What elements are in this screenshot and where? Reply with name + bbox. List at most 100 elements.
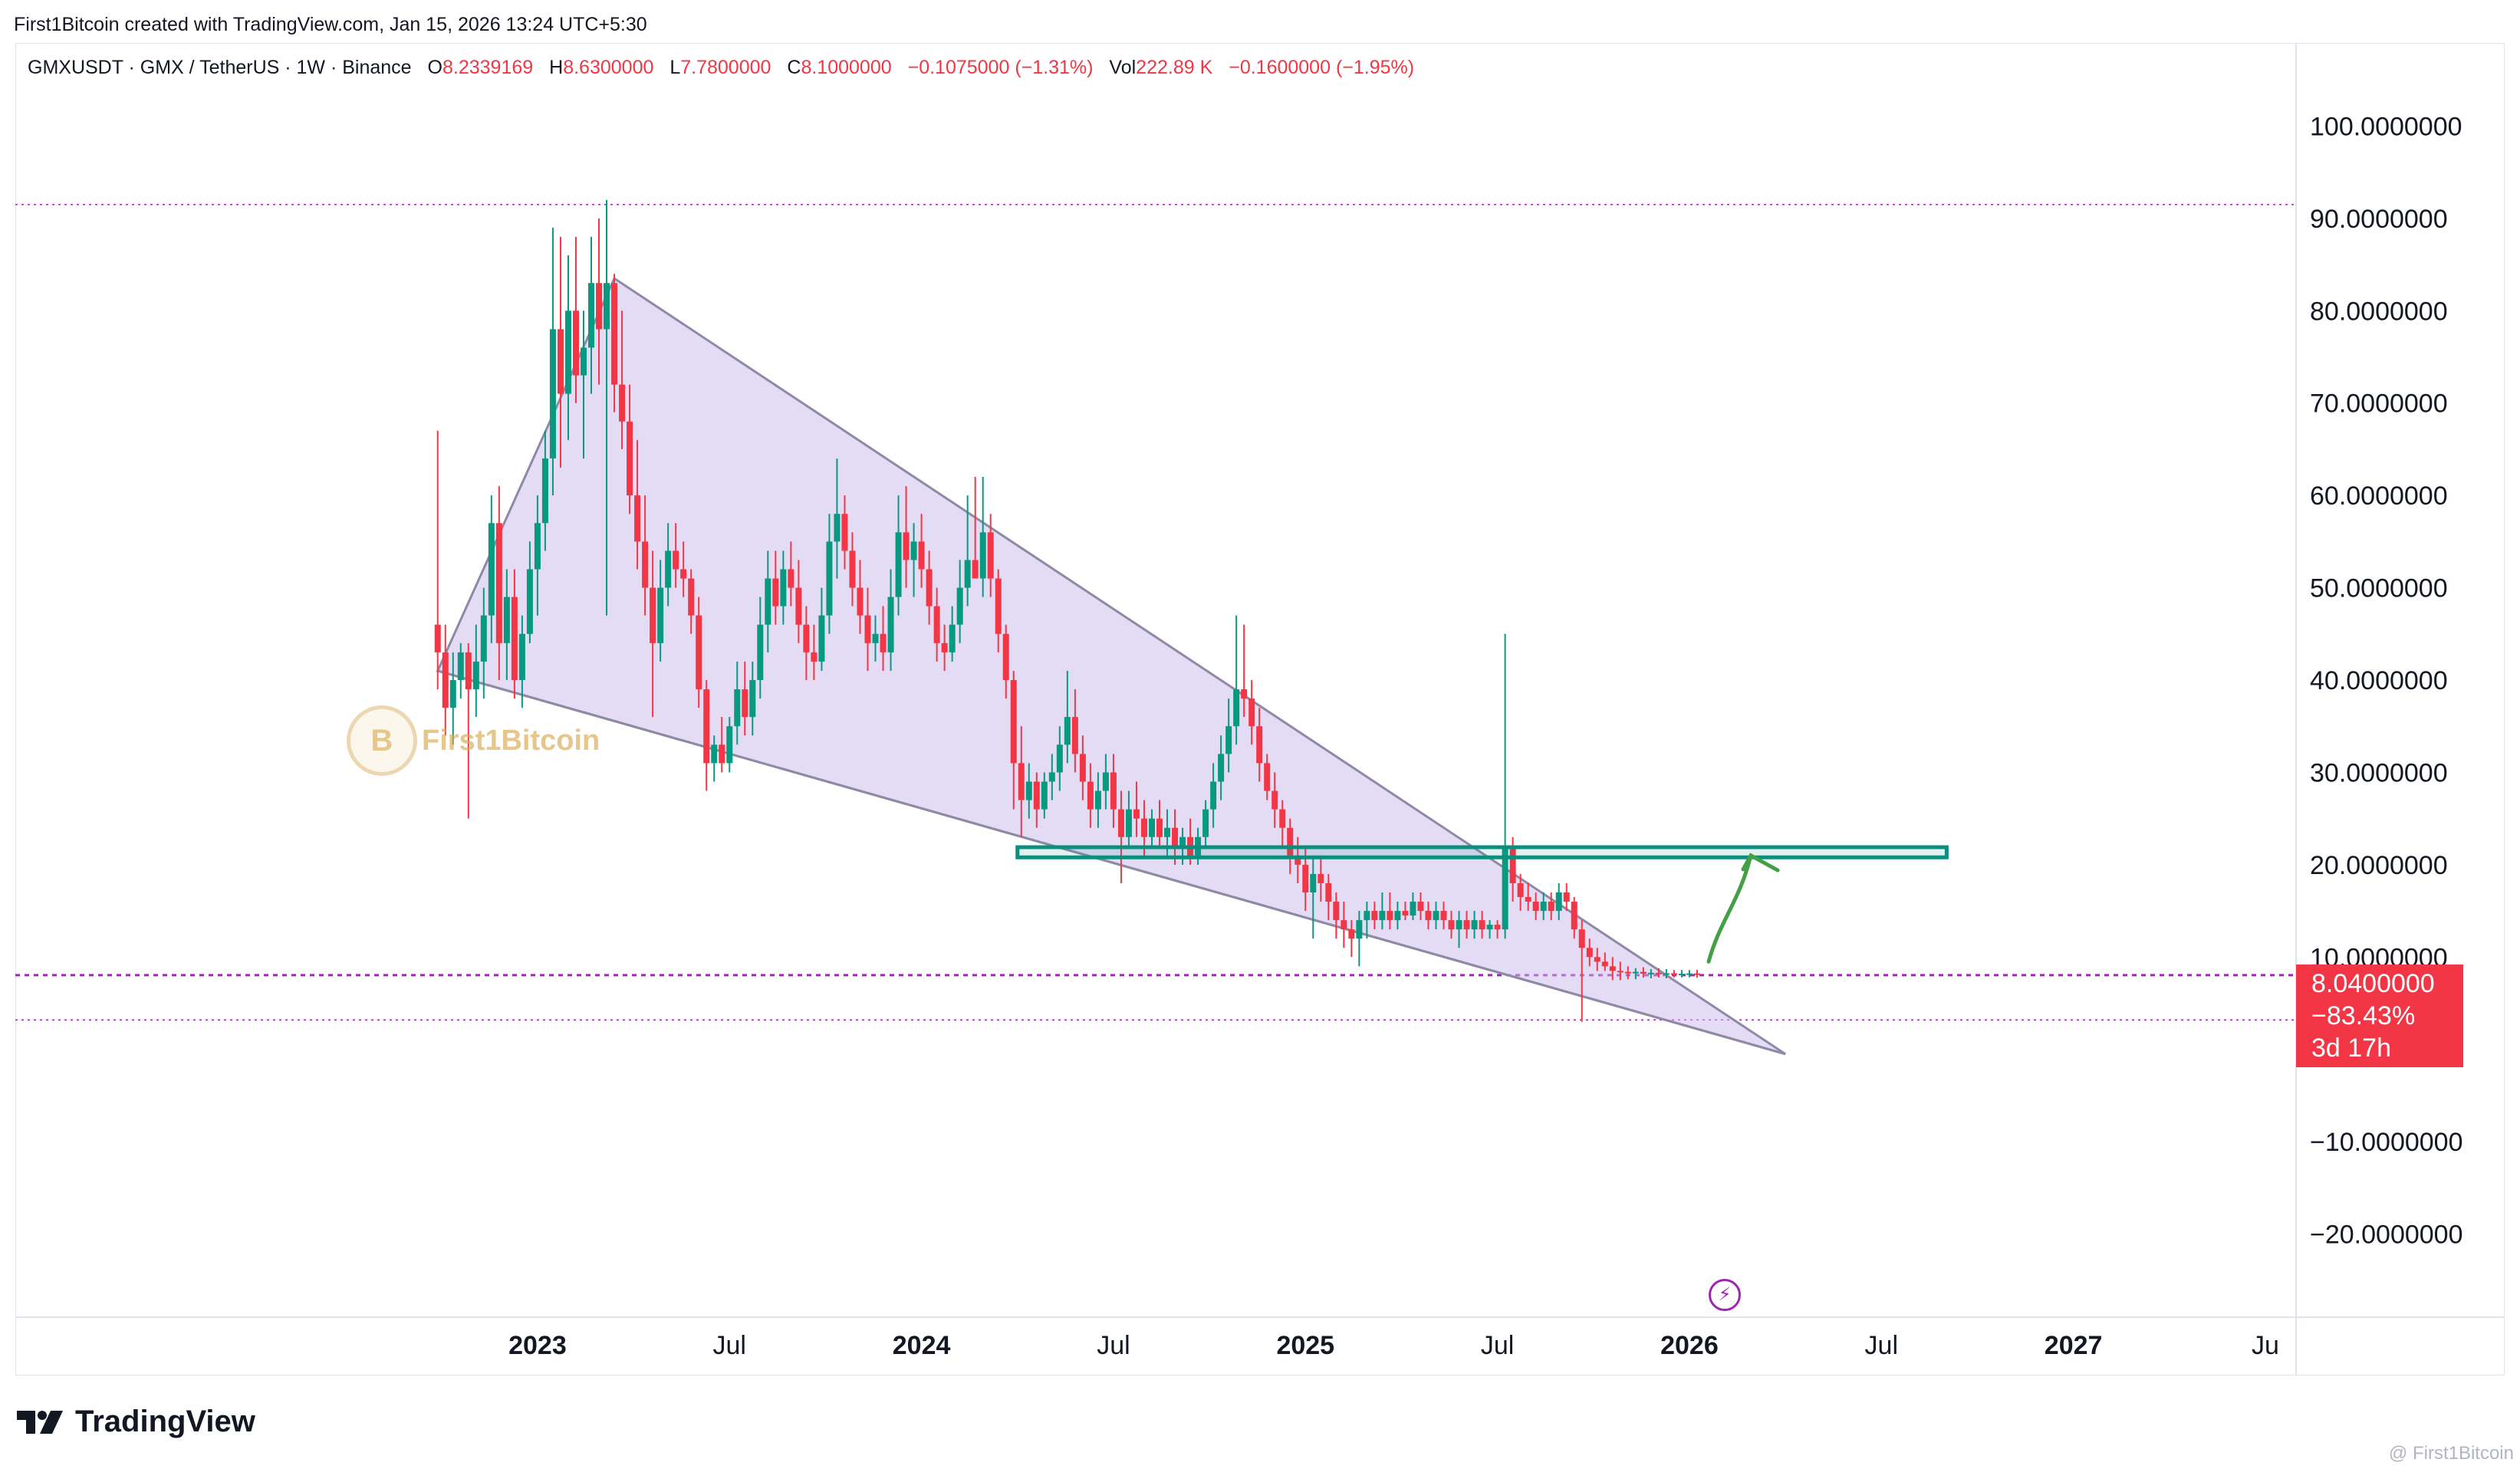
candle-body [472, 661, 479, 690]
candle-body [910, 541, 917, 560]
candle-body [1110, 772, 1117, 810]
legend-high-value: 8.6300000 [563, 57, 654, 78]
candle-body [518, 633, 525, 680]
candle-body [1148, 818, 1155, 837]
candle-body [596, 283, 603, 330]
candle-body [1486, 925, 1493, 930]
candle-body [1348, 929, 1355, 939]
candle-body [541, 458, 548, 524]
candle-body [857, 587, 864, 616]
candle-body [1133, 809, 1140, 819]
candle-body [903, 532, 910, 560]
candle-body [557, 329, 564, 394]
candle-body [1425, 911, 1432, 921]
candle-body [1125, 809, 1132, 837]
last-price-change: −83.43% [2311, 1001, 2416, 1030]
candle-body [465, 652, 472, 690]
candle-body [1394, 911, 1401, 921]
candle-body [1102, 772, 1109, 791]
candle-body [1225, 726, 1232, 754]
candle-body [1387, 911, 1393, 921]
candle-body [1624, 971, 1631, 974]
tradingview-brand[interactable]: TradingView [17, 1405, 255, 1439]
candle-body [627, 421, 633, 496]
candle-body [1417, 902, 1424, 912]
y-axis-tick-label: −20.0000000 [2310, 1221, 2462, 1250]
candle-body [1172, 827, 1179, 846]
x-axis-tick-label: Ju [2252, 1331, 2279, 1360]
candle-body [1094, 790, 1101, 810]
candle-body [1663, 973, 1670, 975]
tradingview-logo-icon [17, 1410, 63, 1434]
candle-body [1371, 911, 1378, 921]
last-price-badge: 8.0400000 −83.43% 3d 17h [2296, 965, 2463, 1067]
legend-symbol: GMXUSDT · GMX / TetherUS · 1W · Binance [28, 57, 412, 78]
candle-body [1532, 902, 1539, 912]
x-axis-tick-label: Jul [1865, 1331, 1898, 1360]
candle-body [1555, 892, 1562, 912]
chart-credit: First1Bitcoin created with TradingView.c… [14, 14, 647, 35]
candle-body [1440, 911, 1447, 921]
candle-body [1364, 911, 1370, 921]
candle-body [1502, 846, 1508, 930]
candle-body [1071, 717, 1078, 754]
candle-body [711, 744, 718, 764]
candle-body [1693, 973, 1700, 975]
projection-arrow-head [1741, 853, 1780, 873]
candle-body [619, 384, 626, 422]
candle-body [1525, 897, 1531, 902]
candle-body [726, 726, 733, 764]
x-axis-tick-label: Jul [713, 1331, 746, 1360]
candle-body [1256, 726, 1263, 764]
bar-countdown: 3d 17h [2311, 1034, 2391, 1063]
candle-body [933, 606, 940, 643]
y-axis-tick-label: 80.0000000 [2310, 297, 2448, 326]
candle-body [1356, 920, 1363, 939]
candle-body [1210, 781, 1217, 810]
x-axis-tick-label: 2025 [1276, 1331, 1334, 1360]
candle-body [1164, 827, 1171, 837]
candle-body [1456, 920, 1462, 930]
candle-body [1471, 920, 1478, 930]
candle-body [864, 615, 871, 643]
watermark-text: First1Bitcoin [422, 724, 600, 757]
candle-body [650, 587, 656, 643]
projection-arrow [1706, 853, 1753, 964]
candle-body [1609, 966, 1616, 971]
candle-body [956, 587, 963, 625]
candle-body [549, 329, 556, 458]
lightning-icon[interactable]: ⚡ [1709, 1279, 1741, 1311]
candle-body [534, 523, 541, 570]
candle-body [1295, 855, 1301, 865]
candle-body [495, 523, 502, 643]
candle-body [680, 569, 687, 579]
candle-body [434, 624, 441, 652]
y-axis-tick-label: 50.0000000 [2310, 574, 2448, 603]
candle-body [841, 514, 848, 551]
candle-body [734, 689, 741, 727]
x-axis-tick-label: 2026 [1660, 1331, 1719, 1360]
candle-body [1632, 971, 1639, 974]
candle-body [949, 624, 956, 652]
y-axis-tick-label: 20.0000000 [2310, 851, 2448, 880]
chart-frame [15, 43, 2505, 1375]
candle-body [749, 680, 756, 718]
candle-body [772, 578, 779, 606]
candle-body [665, 550, 672, 588]
candle-body [880, 633, 887, 652]
legend-volume-label: Vol [1109, 57, 1137, 78]
candle-body [926, 569, 933, 606]
candle-body [588, 283, 595, 348]
candle-body [1087, 781, 1094, 810]
candle-body [1494, 925, 1501, 930]
candle-body [849, 550, 856, 588]
legend-open-label: O [427, 57, 442, 78]
candle-body [442, 652, 449, 708]
candle-body [895, 532, 902, 597]
candle-body [1287, 827, 1294, 856]
candle-body [795, 587, 802, 625]
tradingview-wordmark: TradingView [75, 1405, 255, 1438]
candle-body [1018, 763, 1025, 800]
candle-body [1025, 781, 1032, 800]
